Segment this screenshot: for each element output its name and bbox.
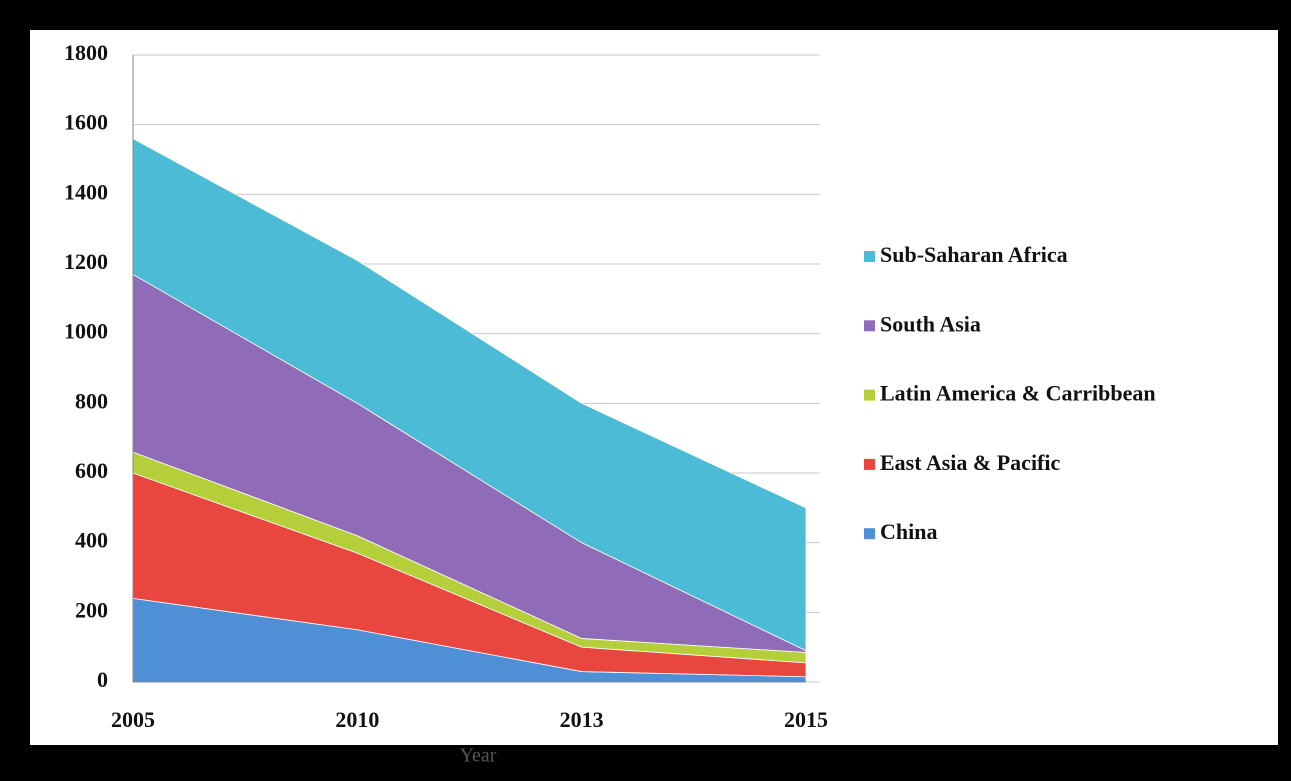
y-tick-label: 1600	[64, 110, 108, 135]
legend-swatch	[864, 389, 875, 401]
area	[132, 137, 807, 652]
x-axis-label: Year	[460, 745, 497, 767]
legend-label: China	[880, 519, 937, 544]
legend-label: Sub-Saharan Africa	[880, 242, 1068, 267]
y-tick-label: 400	[75, 528, 108, 553]
y-tick-label: 1800	[64, 40, 108, 65]
y-tick-label: 1000	[64, 319, 108, 344]
legend-label: Latin America & Carribbean	[880, 381, 1156, 406]
x-tick-label: 2013	[560, 707, 604, 732]
x-tick-label: 2015	[784, 707, 828, 732]
legend-swatch	[864, 320, 875, 332]
y-tick-label: 1200	[64, 249, 108, 274]
y-tick-label: 1400	[64, 179, 108, 204]
legend-label: East Asia & Pacific	[880, 450, 1060, 475]
y-tick-label: 800	[75, 388, 108, 413]
legend-swatch	[864, 251, 875, 262]
legend-swatch	[864, 458, 875, 470]
legend-swatch	[864, 528, 875, 540]
legend-label: South Asia	[880, 311, 981, 336]
x-tick-label: 2005	[111, 707, 155, 732]
x-tick-label: 2010	[335, 707, 379, 732]
y-tick-label: 0	[97, 667, 108, 692]
y-tick-label: 600	[75, 458, 108, 483]
y-tick-label: 200	[75, 597, 108, 622]
